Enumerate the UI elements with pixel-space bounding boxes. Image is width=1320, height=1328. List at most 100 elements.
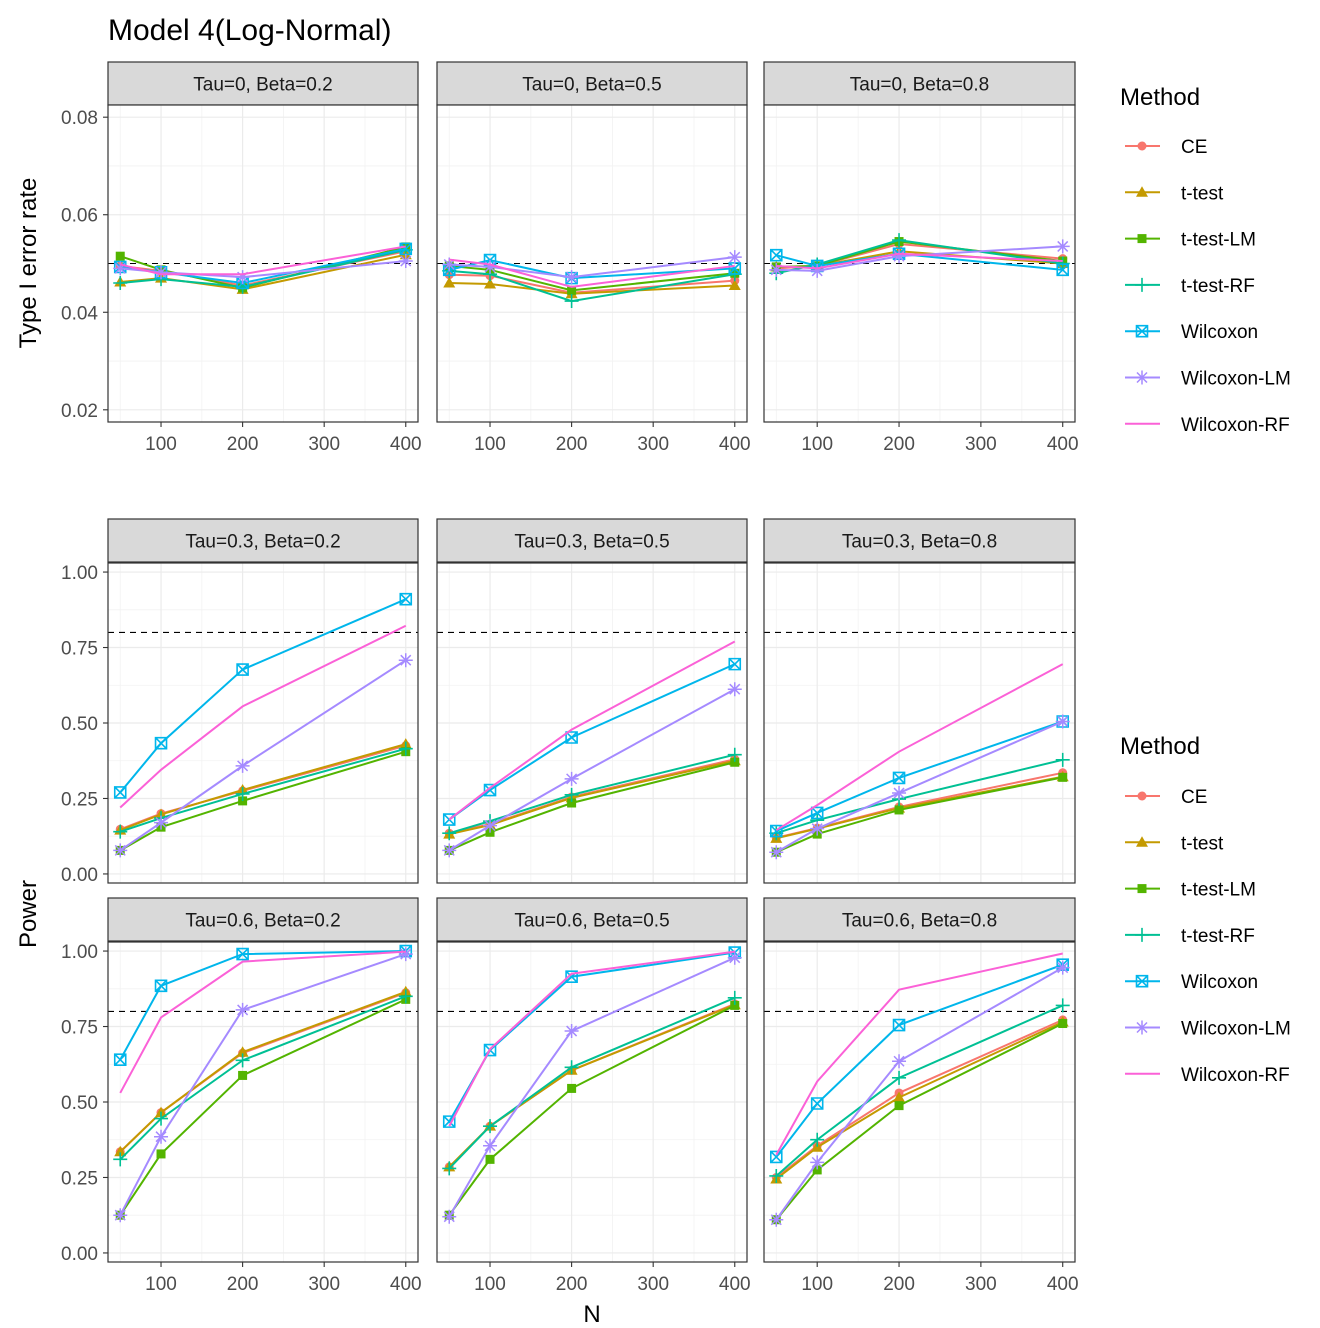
series-wilcoxon-lm — [442, 250, 742, 285]
x-tick-label: 400 — [1047, 434, 1079, 455]
point-t-test-lm — [567, 285, 577, 295]
legend-key-marker — [1135, 1020, 1149, 1035]
series-line-wilcoxon-lm — [775, 720, 1064, 854]
point-wilcoxon-lm — [810, 263, 825, 278]
y-tick-label: 0.25 — [61, 789, 98, 810]
legend-label: Wilcoxon-LM — [1181, 369, 1291, 390]
series-group — [442, 640, 742, 858]
y-tick-label: 0.50 — [61, 1093, 98, 1114]
strip-background — [436, 897, 748, 942]
panel-border — [436, 562, 748, 884]
panel-tau-0-6-beta-0-2: Tau=0.6, Beta=0.2 0.00 0.25 0.50 0.75 1.00 100… — [61, 897, 422, 1295]
strip-label: Tau=0.6, Beta=0.5 — [514, 911, 669, 932]
series-group — [442, 946, 742, 1224]
strip-label: Tau=0.3, Beta=0.8 — [842, 532, 997, 553]
point-wilcoxon-lm — [154, 1129, 169, 1144]
legend-key-marker — [1137, 141, 1147, 151]
point-t-test-rf — [769, 1168, 784, 1183]
point-t-test-lm — [115, 251, 125, 261]
series-line-t-test-lm — [448, 761, 736, 852]
series-wilcoxon-lm — [442, 950, 742, 1224]
point-wilcoxon — [1056, 263, 1070, 277]
point-wilcoxon-lm — [727, 950, 742, 965]
point-wilcoxon — [810, 806, 824, 820]
panel-border — [763, 562, 1076, 884]
series-wilcoxon-rf — [120, 245, 406, 276]
x-tick-label: 100 — [801, 434, 833, 455]
point-t-test-rf — [483, 1119, 498, 1134]
series-wilcoxon — [113, 592, 413, 799]
series-line-t-test-lm — [119, 750, 407, 852]
series-line-t-test — [119, 990, 407, 1153]
point-t-test-rf — [1055, 256, 1070, 271]
point-wilcoxon-lm — [892, 249, 907, 264]
strip-background — [436, 61, 748, 106]
x-tick-label: 200 — [883, 434, 915, 455]
series-wilcoxon-rf — [449, 258, 735, 288]
point-wilcoxon-lm — [154, 265, 169, 280]
series-line-t-test — [449, 759, 735, 836]
point-wilcoxon — [892, 771, 906, 785]
series-line-wilcoxon-rf — [448, 640, 736, 821]
series-line-wilcoxon-lm — [448, 956, 736, 1218]
x-tick-label: 200 — [556, 1274, 588, 1295]
series-line-wilcoxon — [119, 950, 406, 1061]
point-wilcoxon-lm — [564, 270, 579, 285]
point-t-test-rf — [113, 824, 128, 839]
y-tick-label: 0.06 — [61, 206, 98, 227]
point-t-test-lm — [485, 1154, 495, 1164]
series-line-t-test-rf — [119, 747, 407, 833]
legend-item-wilcoxon-lm: Wilcoxon-LM — [1125, 1019, 1291, 1040]
strip-label: Tau=0, Beta=0.2 — [193, 75, 332, 96]
legend-label: CE — [1181, 137, 1207, 158]
series-line-wilcoxon-rf — [775, 663, 1064, 832]
panel-tau-0-6-beta-0-5: Tau=0.6, Beta=0.5 100 200 300 400 — [436, 897, 751, 1295]
point-wilcoxon-lm — [769, 845, 784, 860]
strip-background — [763, 518, 1076, 563]
series-group — [442, 250, 742, 309]
point-wilcoxon-lm — [769, 262, 784, 277]
series-line-t-test-rf — [448, 753, 735, 835]
panel-tau-0-3-beta-0-5: Tau=0.3, Beta=0.5 — [436, 518, 748, 884]
point-wilcoxon — [113, 786, 127, 799]
strip-label: Tau=0, Beta=0.8 — [850, 75, 989, 96]
series-line-t-test — [119, 743, 407, 832]
legend-label: Wilcoxon — [1181, 322, 1258, 343]
point-wilcoxon-lm — [235, 270, 250, 285]
point-wilcoxon-lm — [483, 259, 498, 274]
legend-key-marker — [1135, 974, 1149, 988]
legend-label: Wilcoxon-RF — [1181, 415, 1290, 436]
legend-label: Wilcoxon — [1181, 972, 1258, 993]
x-axis-title: N — [583, 1301, 600, 1328]
series-wilcoxon-rf — [448, 950, 735, 1127]
series-line-t-test-rf — [449, 269, 735, 303]
x-tick-label: 300 — [308, 434, 340, 455]
series-line-wilcoxon-rf — [119, 950, 406, 1094]
x-tick-label: 200 — [883, 1274, 915, 1295]
point-wilcoxon — [236, 947, 249, 961]
x-tick-label: 300 — [965, 434, 997, 455]
series-wilcoxon-lm — [113, 947, 413, 1223]
series-line-t-test-lm — [119, 998, 407, 1216]
series-wilcoxon-lm — [442, 682, 742, 858]
legend-power: Method CE t-test t-test-LM t-test-RF Wilcoxon… — [1120, 733, 1291, 1086]
series-line-t-test — [776, 775, 1063, 840]
point-t-test-lm — [1058, 772, 1068, 782]
series-wilcoxon-lm — [113, 653, 413, 858]
panel-tau-0-6-beta-0-8: Tau=0.6, Beta=0.8 100 200 300 400 — [763, 897, 1079, 1295]
panel-tau-0-3-beta-0-8: Tau=0.3, Beta=0.8 — [763, 518, 1076, 884]
series-t-test-rf — [769, 998, 1070, 1183]
strip-background — [763, 897, 1076, 942]
legend-label: CE — [1181, 787, 1207, 808]
point-t-test-rf — [564, 1060, 579, 1075]
strip-background — [763, 61, 1076, 106]
point-t-test-rf — [235, 786, 250, 801]
point-wilcoxon-lm — [398, 254, 413, 269]
strip-label: Tau=0.3, Beta=0.5 — [514, 532, 669, 553]
y-tick-label: 0.75 — [61, 639, 98, 660]
x-tick-label: 100 — [801, 1274, 833, 1295]
legend-key-marker — [1135, 277, 1149, 292]
x-tick-label: 100 — [145, 1274, 177, 1295]
point-t-test — [236, 1046, 249, 1057]
series-line-t-test-rf — [775, 1004, 1064, 1177]
